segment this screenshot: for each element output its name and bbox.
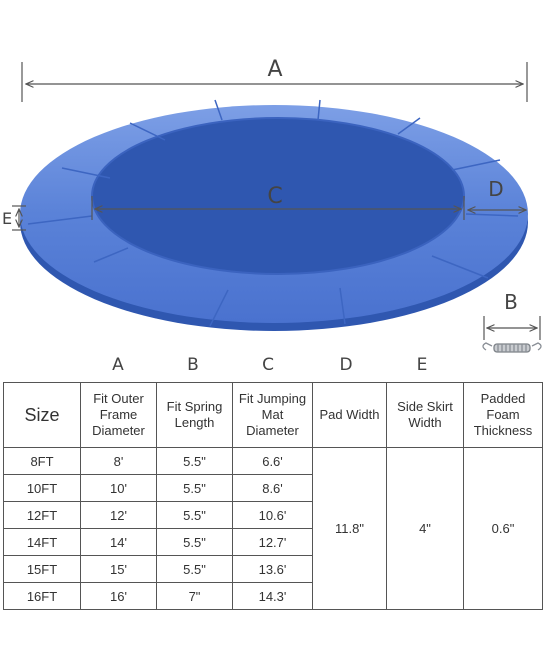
column-letters: A B C D E [0,355,545,381]
table-row: 16FT 16' 7" 14.3' [3,582,543,610]
cell-mat: 14.3' [232,582,313,610]
header-outer-frame-diameter: Fit Outer Frame Diameter [80,382,157,448]
header-foam-thickness: Padded Foam Thickness [463,382,543,448]
cell-outer: 8' [80,447,157,475]
cell-foam-thickness: 0.6" [463,447,543,610]
cell-outer: 14' [80,528,157,556]
column-letter-b: B [187,355,199,375]
dim-label-b: B [504,290,518,314]
cell-mat: 8.6' [232,474,313,502]
pad-ring [20,99,528,331]
header-pad-width: Pad Width [312,382,387,448]
column-letter-d: D [339,355,353,375]
cell-spring: 5.5" [156,501,233,529]
cell-outer: 12' [80,501,157,529]
header-size: Size [3,382,81,448]
cell-mat: 12.7' [232,528,313,556]
cell-size: 15FT [3,555,81,583]
header-side-skirt-width: Side Skirt Width [386,382,464,448]
cell-size: 16FT [3,582,81,610]
header-mat-diameter: Fit Jumping Mat Diameter [232,382,313,448]
table-header-row: Size Fit Outer Frame Diameter Fit Spring… [3,382,543,448]
spring-icon [482,342,542,353]
cell-spring: 5.5" [156,474,233,502]
cell-mat: 13.6' [232,555,313,583]
cell-outer: 10' [80,474,157,502]
cell-mat: 10.6' [232,501,313,529]
column-letter-c: C [262,355,274,375]
cell-outer: 15' [80,555,157,583]
cell-size: 10FT [3,474,81,502]
cell-spring: 5.5" [156,555,233,583]
column-letter-a: A [112,355,124,375]
cell-size: 14FT [3,528,81,556]
table-row: 14FT 14' 5.5" 12.7' [3,528,543,556]
cell-size: 12FT [3,501,81,529]
cell-size: 8FT [3,447,81,475]
dim-label-e: E [2,209,12,228]
dimension-e: E [2,205,26,231]
table-row: 15FT 15' 5.5" 13.6' [3,555,543,583]
table-row: 8FT 8' 5.5" 6.6' 11.8" 4" 0.6" [3,447,543,610]
cell-pad-width: 11.8" [312,447,387,610]
cell-spring: 5.5" [156,447,233,475]
dimension-d: D [468,177,526,210]
dimension-c: C [91,184,465,220]
column-letter-e: E [416,355,428,375]
pad-seams [27,99,519,327]
cell-skirt-width: 4" [386,447,464,610]
cell-spring: 5.5" [156,528,233,556]
dimension-b: B [482,290,542,353]
cell-outer: 16' [80,582,157,610]
header-spring-length: Fit Spring Length [156,382,233,448]
dim-label-d: D [488,177,503,201]
dim-label-a: A [267,57,282,82]
cell-mat: 6.6' [232,447,313,475]
dim-label-c: C [267,184,282,209]
cell-spring: 7" [156,582,233,610]
trampoline-pad-diagram: A C D E B [2,57,542,353]
dimension-a: A [21,57,528,102]
size-spec-table: Size Fit Outer Frame Diameter Fit Spring… [3,382,543,610]
